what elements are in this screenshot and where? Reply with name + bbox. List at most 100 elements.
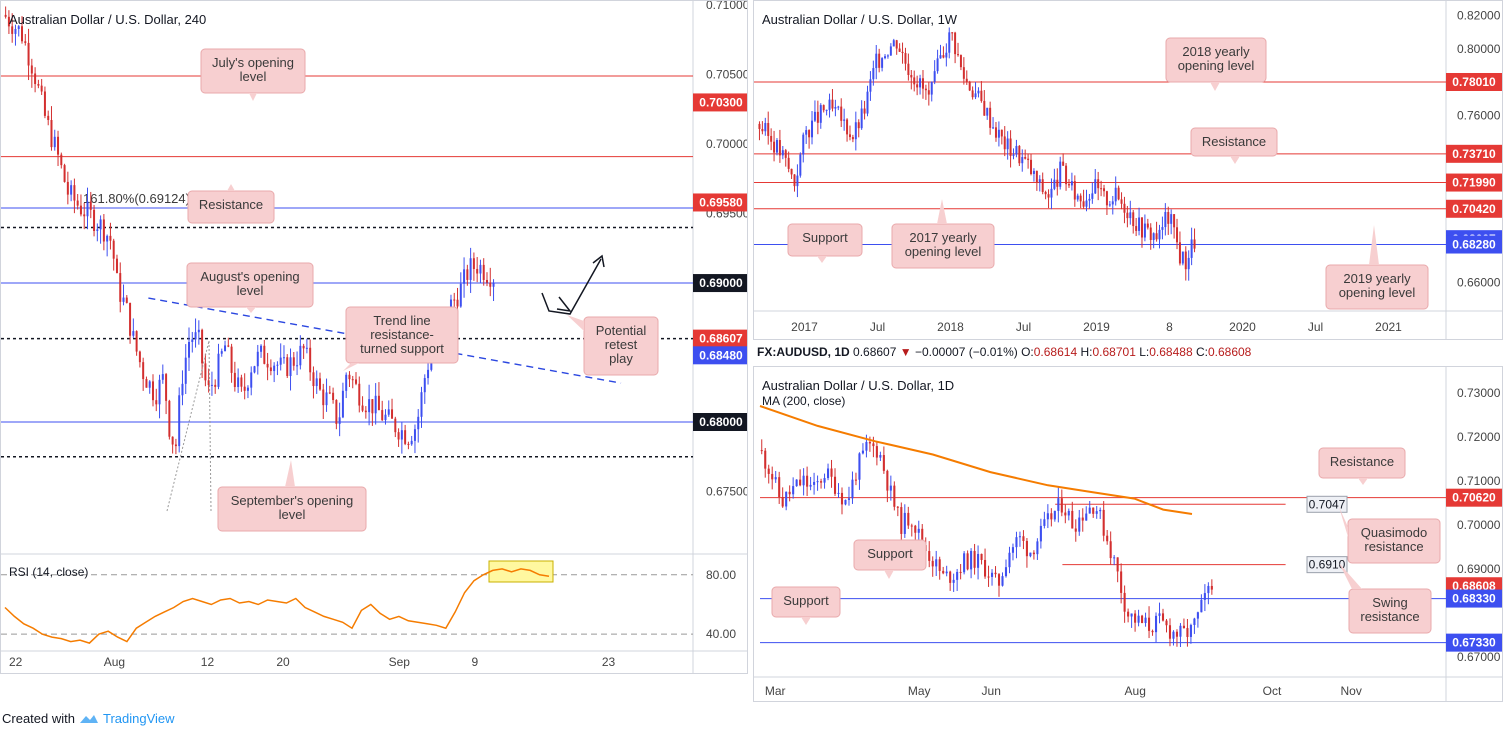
h4-callout-trendline-box (345, 306, 459, 364)
d1-candle-body (882, 455, 885, 471)
d1-candle-body (1123, 592, 1126, 612)
d1-candle-body (1060, 498, 1063, 513)
d1-candle-body (1039, 525, 1042, 542)
d1-candle-body (1193, 618, 1196, 625)
w1-candle-body (1111, 201, 1114, 205)
d1-candle-body (935, 559, 938, 567)
h4-candle-body (151, 381, 154, 401)
d1-candle-body (830, 468, 833, 477)
h4-callout-july-text: level (240, 69, 267, 84)
w1-chart-panel[interactable]: 0.82000 0.80000 0.76000 0.66000 0.78010 0.737… (753, 0, 1503, 340)
w1-candle-body (898, 48, 901, 52)
h4-chart-panel[interactable]: 161.80%(0.69124) 0.71000 0.70500 0.70000 0.6… (0, 0, 748, 674)
h4-candle-body (466, 269, 469, 280)
h4-candle-body (161, 374, 164, 380)
d1-callout-resistance-text: Resistance (1330, 454, 1394, 469)
w1-candle-body (910, 74, 913, 78)
d1-candle-body (896, 506, 899, 508)
h4-candle-body (37, 84, 40, 86)
w1-candle-body (837, 106, 840, 108)
w1-candle-body (805, 130, 808, 135)
w1-y-tick: 0.82000 (1457, 8, 1501, 22)
w1-candle-body (767, 123, 770, 136)
d1-candle-body (970, 550, 973, 570)
d1-candle-body (823, 478, 826, 483)
d1-y-tick: 0.71000 (1457, 474, 1501, 488)
w1-candle-body (1140, 217, 1143, 238)
w1-candle-body (1009, 138, 1012, 156)
d1-chart-svg[interactable]: 0.73000 0.72000 0.71000 0.70000 0.69000 0.670… (754, 367, 1503, 702)
h4-candle-body (24, 41, 27, 43)
d1-small-tag-label: 0.7047 (1309, 497, 1346, 511)
w1-candle-body (796, 175, 799, 187)
h4-candle-body (260, 345, 263, 352)
w1-candle-body (863, 108, 866, 114)
d1-candle-body (1130, 613, 1133, 617)
footer-credit[interactable]: Created with TradingView (2, 711, 175, 726)
d1-candle-body (1053, 510, 1056, 520)
d1-candle-body (1018, 536, 1021, 538)
h4-candle-body (371, 399, 374, 414)
h4-chart-svg[interactable]: 161.80%(0.69124) 0.71000 0.70500 0.70000 0.6… (1, 1, 748, 674)
d1-candle-body (771, 473, 774, 480)
d1-candle-body (813, 481, 816, 485)
d1-chart-panel[interactable]: 0.73000 0.72000 0.71000 0.70000 0.69000 0.670… (753, 366, 1503, 702)
d1-candle-body (977, 553, 980, 568)
h4-candle-body (400, 430, 403, 440)
w1-candle-body (1030, 159, 1033, 174)
w1-candle-body (1170, 214, 1173, 224)
d1-callout-resistance: Resistance (1318, 447, 1406, 485)
w1-candle-body (1032, 170, 1035, 174)
h4-candle-body (292, 357, 295, 366)
w1-candle-body (997, 129, 1000, 138)
h4-candle-body (377, 395, 380, 411)
h4-candle-body (302, 345, 305, 349)
d1-candle-body (1151, 630, 1154, 633)
w1-candle-body (983, 100, 986, 116)
d1-candle-body (1144, 617, 1147, 623)
w1-callout-2017-pointer (937, 199, 947, 224)
d1-candle-body (1102, 509, 1105, 536)
w1-price-tag-label: 0.73710 (1452, 147, 1496, 161)
w1-candle-body (994, 127, 997, 138)
w1-candle-body (1012, 154, 1015, 156)
h4-candle-body (332, 392, 335, 400)
d1-candle-body (1120, 571, 1123, 593)
d1-candle-body (1172, 631, 1175, 639)
d1-candle-body (1179, 625, 1182, 637)
d1-candle-body (1036, 541, 1039, 555)
d1-y-tick: 0.72000 (1457, 430, 1501, 444)
w1-candle-body (822, 105, 825, 111)
h4-candle-body (391, 409, 394, 419)
h4-x-tick: 20 (276, 655, 290, 669)
w1-candle-body (761, 128, 764, 132)
h4-x-tick: 23 (602, 655, 616, 669)
h4-candle-body (178, 395, 181, 447)
h4-candle-body (11, 26, 14, 34)
d1-candle-body (1168, 625, 1172, 639)
d1-candle-body (1032, 552, 1035, 555)
ohlc-close: 0.68608 (1207, 345, 1252, 359)
h4-candle-body (230, 346, 233, 373)
d1-candle-body (1001, 576, 1004, 586)
w1-candle-body (951, 32, 954, 34)
h4-candle-body (224, 345, 227, 352)
h4-candle-body (112, 240, 115, 259)
d1-candle-body (1043, 519, 1046, 526)
d1-candle-body (1099, 509, 1102, 512)
w1-candle-body (954, 32, 957, 55)
d1-candle-body (1158, 613, 1161, 616)
h4-price-tag-bg (693, 93, 747, 112)
w1-candle-body (1091, 193, 1094, 199)
d1-candle-body (917, 528, 920, 533)
d1-candle-body (886, 470, 889, 491)
d1-candle-body (809, 484, 812, 487)
ohlc-symbol: FX:AUDUSD, 1D (757, 345, 850, 359)
h4-candle-body (43, 91, 46, 116)
w1-chart-svg[interactable]: 0.82000 0.80000 0.76000 0.66000 0.78010 0.737… (754, 1, 1503, 340)
d1-ma200-line (759, 405, 1193, 515)
w1-y-tick: 0.76000 (1457, 109, 1501, 123)
w1-candle-body (1035, 170, 1038, 183)
w1-candle-body (1024, 157, 1027, 159)
